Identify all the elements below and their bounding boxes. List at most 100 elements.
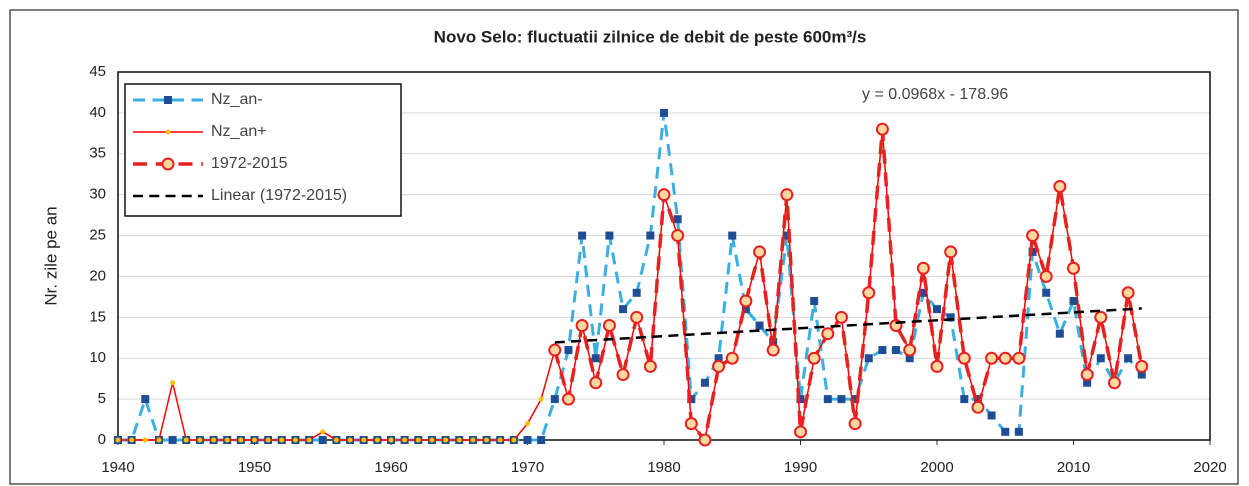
x-tick-label: 1940 [101,459,134,476]
marker [1107,376,1121,390]
marker [700,378,709,387]
y-tick-label: 40 [89,104,106,121]
marker [957,351,971,365]
marker [619,305,628,314]
marker [292,437,298,443]
annotation: y = 0.0968x - 178.96 [862,86,1008,103]
marker [211,437,217,443]
marker [279,437,285,443]
marker [1001,427,1010,436]
marker [265,437,271,443]
marker [115,437,121,443]
marker [807,351,821,365]
marker [930,359,944,373]
marker [1069,296,1078,305]
marker [933,305,941,314]
marker [497,437,503,443]
marker [197,437,203,443]
marker [525,421,530,427]
x-tick-label: 1970 [511,459,544,476]
marker [575,319,589,333]
x-tick-label: 1990 [784,459,817,476]
marker [564,346,573,355]
marker [673,215,682,224]
marker [456,437,462,443]
marker [1124,354,1133,363]
legend-label: Nz_an+ [211,123,267,140]
y-tick-label: 0 [98,431,106,448]
marker [1042,288,1051,297]
x-tick-label: 1980 [647,459,680,476]
marker [168,436,177,444]
marker [810,296,819,305]
y-tick-label: 15 [89,308,106,325]
legend-label: Nz_an- [211,91,263,108]
marker [782,231,791,240]
marker [523,436,532,444]
marker [1094,310,1108,324]
marker [630,310,644,324]
marker [780,188,794,202]
marker [753,245,767,259]
marker [161,157,175,171]
marker [591,354,600,363]
marker [741,305,750,314]
marker [848,417,862,431]
marker [1055,329,1064,338]
marker [971,400,985,414]
marker [973,395,982,404]
marker [550,395,559,404]
marker [537,436,546,444]
marker [589,376,603,390]
marker [728,231,737,240]
marker [660,108,668,117]
marker [919,288,928,297]
legend-label: Linear (1972-2015) [211,187,347,204]
marker [1026,229,1040,243]
marker [766,343,780,357]
marker [714,354,723,363]
marker [987,411,996,420]
marker [903,343,917,357]
marker [142,437,148,443]
marker [538,396,544,402]
marker [548,343,562,357]
legend-label: 1972-2015 [211,155,288,172]
marker [946,313,955,322]
x-tick-label: 1960 [374,459,407,476]
marker [129,437,135,443]
marker [224,437,230,443]
marker [698,433,712,447]
marker [1135,359,1149,373]
marker [170,380,176,386]
marker [429,437,435,443]
marker [687,395,696,404]
legend-box [124,83,402,217]
marker [684,417,698,431]
marker [960,395,969,404]
marker [875,122,889,136]
marker [165,129,171,135]
y-tick-label: 20 [89,267,106,284]
marker [905,354,914,363]
y-tick-label: 45 [89,63,106,80]
marker [864,354,873,363]
marker [318,436,327,444]
marker [374,437,380,443]
marker [1039,269,1053,283]
marker [878,346,887,355]
marker [1096,354,1105,363]
x-tick-label: 2000 [920,459,953,476]
marker [671,229,685,243]
marker [998,351,1012,365]
marker [1053,179,1067,193]
x-tick-label: 2010 [1057,459,1090,476]
marker [712,359,726,373]
marker [1083,378,1092,387]
marker [402,437,408,443]
marker [252,437,257,443]
marker [333,437,339,443]
marker [141,395,150,404]
marker [1014,427,1023,436]
marker [183,437,189,443]
